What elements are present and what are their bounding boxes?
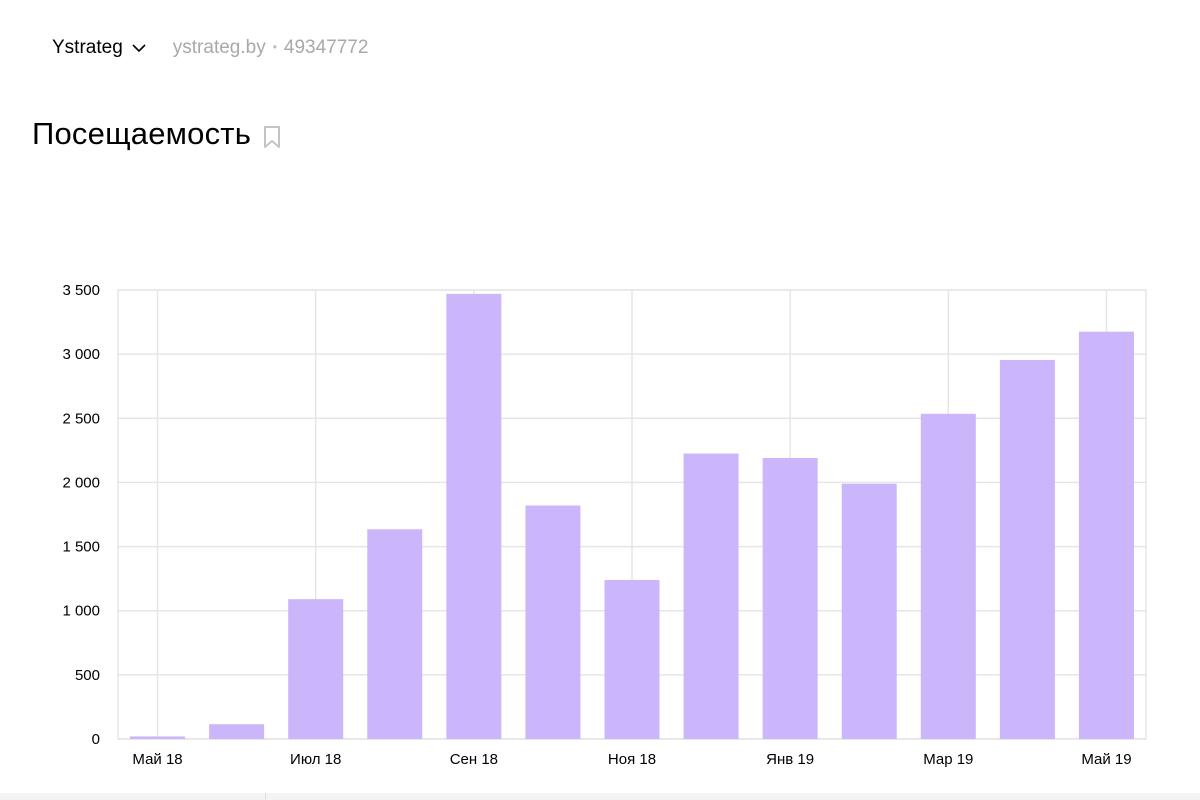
bar: Янв 19: 2190: [762, 458, 818, 739]
bar: Июл 18: 1090: [288, 599, 344, 739]
bar: Ноя 18: 1240: [604, 579, 660, 739]
page-title: Посещаемость: [32, 116, 252, 151]
counter-id: 49347772: [283, 37, 369, 58]
counter-selector[interactable]: Ystrateg: [52, 37, 147, 59]
x-tick-label: Ноя 18: [608, 751, 656, 768]
traffic-chart-svg: 0 500 1 000 1 500 2 000 2 500 3 000 3 500 Май 18…: [62, 282, 1147, 768]
bookmark-icon[interactable]: [263, 125, 281, 149]
bottom-panel: [0, 793, 1200, 800]
y-tick-label: 3 500: [62, 282, 100, 299]
chevron-down-icon[interactable]: [131, 40, 147, 56]
bar: Сен 18: 3470: [446, 293, 502, 739]
x-tick-label: Мар 19: [923, 751, 973, 768]
bar: Мар 19: 2535: [920, 413, 976, 739]
bar: Дек 18: 2225: [683, 453, 739, 739]
bar: Фев 19: 1990: [841, 483, 897, 739]
y-tick-label: 2 000: [62, 474, 100, 491]
x-tick-label: Май 18: [132, 751, 182, 768]
x-tick-label: Июл 18: [290, 751, 341, 768]
x-tick-label: Сен 18: [450, 751, 498, 768]
y-tick-label: 1 500: [62, 539, 100, 556]
traffic-chart: 0 500 1 000 1 500 2 000 2 500 3 000 3 500 Май 18…: [0, 270, 1200, 780]
site-domain: ystrateg.by: [172, 37, 266, 58]
y-tick-label: 500: [75, 667, 100, 684]
y-tick-label: 2 500: [62, 410, 100, 427]
bar: Авг 18: 1635: [367, 529, 423, 739]
y-tick-label: 3 000: [62, 346, 100, 363]
bar: Апр 19: 2955: [999, 359, 1055, 739]
y-tick-label: 1 000: [62, 603, 100, 620]
separator-dot: •: [272, 40, 277, 54]
page-title-row: Посещаемость: [32, 116, 281, 152]
bar: Май 18: 20: [130, 736, 186, 739]
bar: Окт 18: 1820: [525, 505, 581, 739]
site-info: ystrateg.by • 49347772: [173, 37, 369, 59]
bar: Июн 18: 115: [209, 724, 265, 739]
bottom-divider: [265, 793, 266, 800]
header-bar: Ystrateg ystrateg.by • 49347772: [52, 36, 368, 60]
counter-name: Ystrateg: [52, 37, 123, 58]
x-tick-label: Май 19: [1081, 751, 1131, 768]
x-tick-label: Янв 19: [766, 751, 814, 768]
bar: Май 19: 3175: [1078, 331, 1134, 739]
y-tick-label: 0: [92, 731, 100, 748]
